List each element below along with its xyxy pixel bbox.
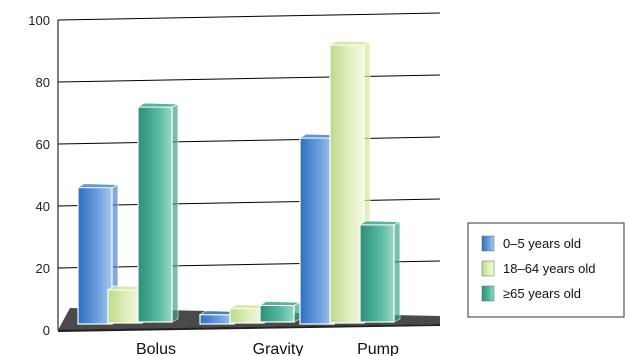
legend-label: 18–64 years old [503, 261, 596, 276]
legend: 0–5 years old 18–64 years old ≥65 years ol… [467, 222, 625, 318]
y-tick-label: 80 [36, 75, 50, 90]
gridline [57, 74, 441, 83]
x-category-label: Bolus [136, 341, 176, 356]
y-tick-label: 100 [28, 13, 50, 28]
bar [259, 304, 295, 323]
bar [229, 307, 265, 324]
legend-label: 0–5 years old [503, 236, 581, 251]
bar-side [171, 103, 179, 323]
x-axis-category-labels: Bolus Gravity Pump [136, 341, 399, 356]
bar [359, 224, 395, 323]
bar [199, 314, 235, 325]
bar-top [76, 183, 119, 189]
x-category-label: Pump [357, 341, 399, 356]
y-tick-label: 60 [36, 137, 50, 152]
legend-swatch [481, 235, 495, 252]
bar-side [393, 221, 401, 323]
legend-swatch [481, 285, 495, 302]
bar [107, 289, 143, 324]
y-tick-label: 0 [43, 323, 50, 338]
y-tick-label: 20 [36, 261, 50, 276]
gridline [57, 12, 441, 21]
legend-label: ≥65 years old [503, 286, 581, 301]
bar-top [358, 220, 401, 226]
bar [329, 44, 365, 324]
bar-top [258, 300, 301, 306]
gridline [57, 136, 441, 145]
y-tick-label: 40 [36, 199, 50, 214]
bar-top [136, 102, 179, 108]
bar [77, 187, 113, 325]
x-category-label: Gravity [253, 341, 304, 356]
floor-edge [58, 324, 440, 332]
legend-swatch [481, 260, 495, 277]
gridline [57, 198, 441, 207]
bar-top [328, 40, 371, 46]
bar [299, 137, 335, 325]
y-axis-tick-labels: 0 20 40 60 80 100 [28, 13, 50, 338]
bar [137, 106, 173, 323]
bars [76, 40, 401, 325]
